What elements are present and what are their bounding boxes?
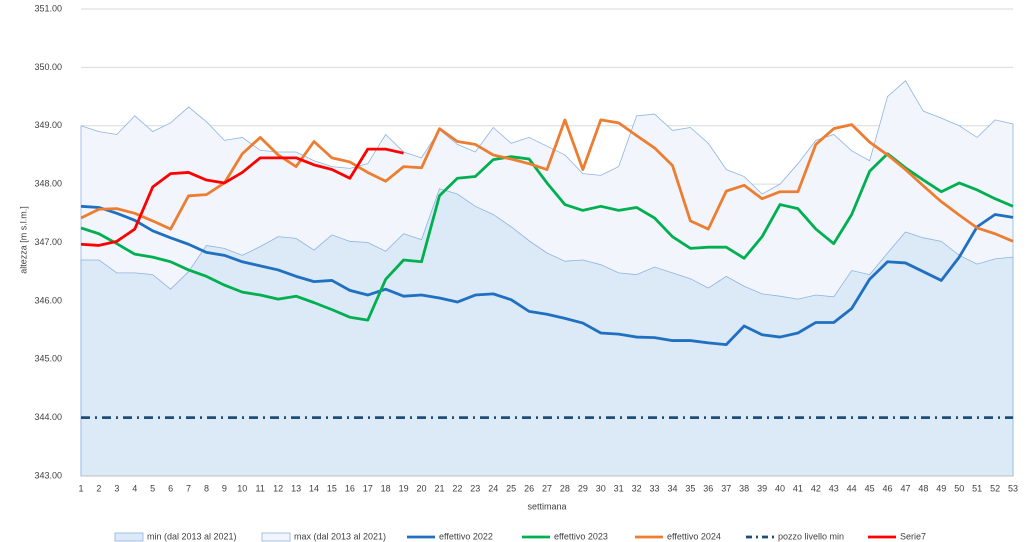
x-tick-label: 50 [954,483,964,493]
legend-label: effettivo 2022 [439,531,493,541]
x-tick-label: 38 [739,483,749,493]
legend-label: effettivo 2024 [667,531,721,541]
legend-label: max (dal 2013 al 2021) [294,531,386,541]
x-tick-label: 30 [596,483,606,493]
x-tick-label: 18 [381,483,391,493]
x-tick-label: 1 [78,483,83,493]
y-tick-label: 348.00 [34,179,62,189]
x-tick-label: 17 [363,483,373,493]
y-axis-label: altezza [m s.l.m.] [18,206,28,274]
x-tick-label: 27 [542,483,552,493]
x-tick-label: 16 [345,483,355,493]
x-tick-label: 52 [990,483,1000,493]
x-tick-label: 35 [685,483,695,493]
legend-label: min (dal 2013 al 2021) [147,531,237,541]
y-tick-label: 343.00 [34,470,62,480]
x-tick-label: 32 [632,483,642,493]
legend-swatch [114,532,144,542]
x-tick-label: 31 [614,483,624,493]
x-tick-label: 14 [309,483,319,493]
x-tick-label: 12 [273,483,283,493]
x-tick-label: 47 [900,483,910,493]
x-tick-label: 24 [488,483,498,493]
x-tick-label: 7 [186,483,191,493]
x-tick-label: 9 [222,483,227,493]
x-tick-label: 4 [132,483,137,493]
x-tick-label: 10 [237,483,247,493]
x-tick-label: 45 [865,483,875,493]
y-tick-label: 350.00 [34,62,62,72]
x-tick-label: 6 [168,483,173,493]
line [80,118,1014,243]
x-tick-label: 43 [829,483,839,493]
x-tick-label: 11 [256,483,265,493]
x-tick-label: 23 [470,483,480,493]
x-tick-label: 26 [524,483,534,493]
x-tick-label: 48 [918,483,928,493]
x-tick-label: 37 [721,483,731,493]
x-tick-label: 41 [793,483,803,493]
legend-label: Serie7 [900,531,926,541]
x-tick-label: 13 [291,483,301,493]
x-tick-label: 29 [578,483,588,493]
x-tick-label: 22 [452,483,462,493]
x-tick-label: 53 [1008,483,1018,493]
line [80,152,1014,322]
x-tick-label: 44 [847,483,857,493]
x-tick-label: 3 [114,483,119,493]
x-tick-label: 2 [96,483,101,493]
x-tick-label: 39 [757,483,767,493]
y-tick-label: 344.00 [34,412,62,422]
x-axis-label: settimana [527,501,566,511]
y-tick-label: 346.00 [34,295,62,305]
x-tick-label: 28 [560,483,570,493]
x-tick-label: 51 [972,483,982,493]
x-tick-label: 42 [811,483,821,493]
x-tick-label: 15 [327,483,337,493]
legend-swatch [261,532,291,542]
y-tick-label: 345.00 [34,354,62,364]
x-tick-label: 25 [506,483,516,493]
legend-label: effettivo 2023 [554,531,608,541]
x-tick-label: 21 [434,483,444,493]
x-tick-label: 40 [775,483,785,493]
x-tick-label: 49 [936,483,946,493]
x-tick-label: 5 [150,483,155,493]
x-tick-label: 33 [650,483,660,493]
line [80,204,1014,347]
x-tick-label: 19 [399,483,409,493]
legend-label: pozzo livello min [778,531,844,541]
area [80,188,1014,477]
x-tick-label: 20 [417,483,427,493]
x-tick-label: 8 [204,483,209,493]
y-tick-label: 347.00 [34,237,62,247]
x-tick-label: 36 [703,483,713,493]
y-tick-label: 349.00 [34,120,62,130]
x-tick-label: 46 [883,483,893,493]
x-tick-label: 34 [667,483,677,493]
line [80,147,404,247]
y-tick-label: 351.00 [34,3,62,13]
